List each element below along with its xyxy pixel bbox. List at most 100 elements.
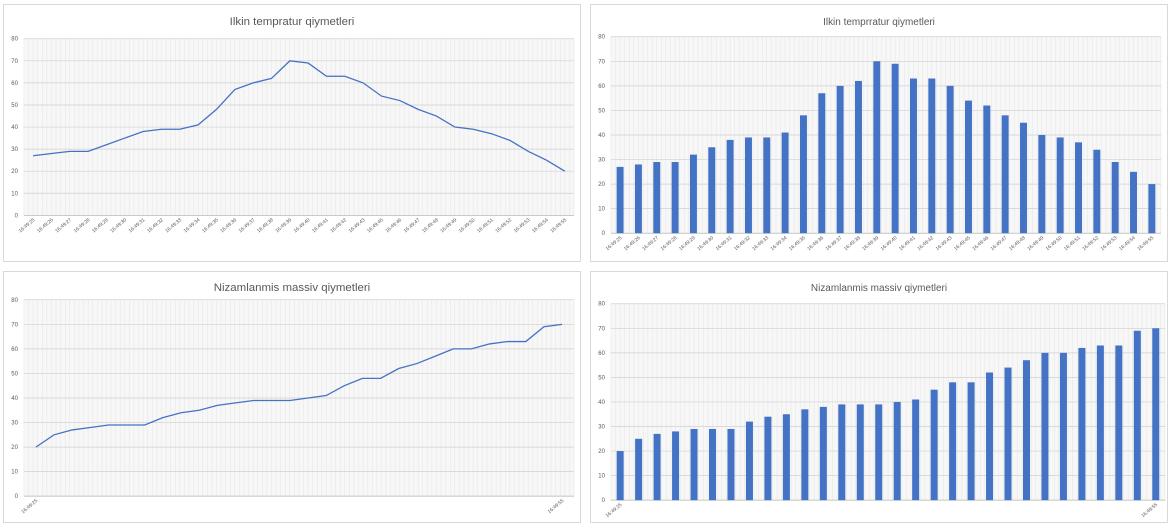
bar bbox=[1038, 134, 1046, 234]
bar bbox=[909, 78, 917, 234]
y-tick-label: 50 bbox=[598, 108, 605, 114]
x-tick-label: 16:49:36 bbox=[806, 235, 825, 252]
y-tick-label: 70 bbox=[598, 326, 605, 332]
x-tick-label: 16:49:50 bbox=[1045, 235, 1064, 252]
y-tick-label: 30 bbox=[598, 158, 605, 164]
y-tick-label: 80 bbox=[11, 298, 18, 304]
x-tick-label: 16:49:32 bbox=[146, 217, 165, 234]
y-tick-label: 0 bbox=[602, 498, 606, 504]
bar bbox=[1075, 142, 1082, 234]
bar bbox=[726, 139, 734, 234]
x-tick-label: 16:49:36 bbox=[219, 217, 238, 234]
bar bbox=[689, 154, 697, 234]
x-tick-label: 16:49:27 bbox=[641, 235, 660, 252]
bar bbox=[744, 137, 752, 234]
bar bbox=[1078, 347, 1086, 501]
series-line bbox=[33, 60, 566, 172]
x-tick-label: 16:49:51 bbox=[1063, 235, 1082, 252]
y-tick-label: 10 bbox=[11, 191, 18, 197]
y-tick-label: 40 bbox=[598, 133, 605, 139]
chart-title: Ilkin tempratur qiymetleri bbox=[230, 16, 355, 28]
y-tick-label: 20 bbox=[11, 169, 18, 175]
chart-title: Nizamlanmis massiv qiymetleri bbox=[214, 282, 370, 294]
bar bbox=[928, 78, 936, 234]
bar bbox=[1152, 328, 1160, 501]
chart-title: Ilkin temprratur qiymetleri bbox=[823, 17, 935, 28]
x-tick-label: 16:49:49 bbox=[439, 217, 458, 234]
chart-nizamlanmis-line: Nizamlanmis massiv qiymetleri 0 10 20 30 40 5… bbox=[11, 282, 575, 515]
y-tick-label: 80 bbox=[598, 35, 605, 41]
bar bbox=[930, 389, 938, 501]
x-tick-label: 16:49:38 bbox=[843, 235, 862, 252]
bar bbox=[1130, 171, 1138, 234]
bar bbox=[1004, 367, 1012, 501]
bar bbox=[616, 166, 624, 234]
y-tick-label: 70 bbox=[11, 59, 18, 65]
x-tick-label: 16:49:38 bbox=[256, 217, 275, 234]
x-tick-label: 16:49:45 bbox=[953, 235, 972, 252]
x-tick-label: 16:49:29 bbox=[91, 217, 110, 234]
bar bbox=[745, 421, 753, 501]
x-tick-label: 16:49:52 bbox=[494, 217, 513, 234]
bar bbox=[965, 100, 972, 234]
bar bbox=[983, 105, 991, 234]
chart-panel-ilkin-line: Ilkin tempratur qiymetleri 0 10 20 30 40 50 60… bbox=[3, 4, 581, 262]
bar bbox=[986, 372, 994, 501]
y-tick-label: 60 bbox=[598, 84, 605, 90]
bar bbox=[799, 115, 807, 234]
x-tick-label: 16:49:35 bbox=[201, 217, 220, 234]
bar bbox=[967, 382, 975, 501]
x-tick-label: 16:49:53 bbox=[513, 217, 532, 234]
y-tick-label: 10 bbox=[11, 470, 18, 476]
bar bbox=[1020, 122, 1027, 234]
chart-ilkin-bar: Ilkin temprratur qiymetleri 0 10 20 30 40 50 6… bbox=[598, 17, 1162, 252]
bar bbox=[912, 399, 920, 501]
y-tick-label: 80 bbox=[598, 302, 605, 308]
x-tick-label: 16:49:33 bbox=[164, 217, 183, 234]
chart-nizamlanmis-bar: Nizamlanmis massiv qiymetleri 0 10 20 30 40 5… bbox=[598, 283, 1166, 519]
bar bbox=[854, 80, 862, 234]
bar bbox=[672, 431, 680, 501]
y-tick-label: 40 bbox=[11, 396, 18, 402]
bar bbox=[1133, 330, 1141, 501]
x-tick-label: 16:49:25 bbox=[18, 217, 37, 234]
bar bbox=[1059, 352, 1067, 501]
bar bbox=[946, 85, 954, 234]
x-tick-label: 16:49:47 bbox=[403, 217, 422, 234]
x-tick-label: 16:49:30 bbox=[696, 235, 715, 252]
bar bbox=[764, 416, 772, 501]
x-tick-label: 16:49:28 bbox=[660, 235, 679, 252]
bar bbox=[1041, 352, 1049, 501]
y-tick-label: 40 bbox=[11, 125, 18, 131]
x-tick-label: 16:49:55 bbox=[549, 217, 568, 234]
bar bbox=[708, 147, 716, 234]
x-tick-label: 16:49:25 bbox=[605, 235, 624, 252]
x-tick-label: 16:49:54 bbox=[1118, 235, 1137, 252]
bar bbox=[763, 137, 771, 234]
y-tick-label: 10 bbox=[598, 474, 605, 480]
bar bbox=[819, 406, 827, 501]
x-tick-label: 16:49:31 bbox=[715, 235, 734, 252]
x-tick-label: 16:49:52 bbox=[1081, 235, 1100, 252]
bar bbox=[1148, 184, 1156, 234]
bar bbox=[709, 428, 717, 501]
y-tick-label: 50 bbox=[11, 371, 18, 377]
x-tick-label: 16:49:51 bbox=[476, 217, 495, 234]
bar bbox=[1093, 149, 1101, 234]
bar bbox=[873, 61, 881, 234]
x-tick-label: 16:49:37 bbox=[825, 235, 844, 252]
y-tick-label: 30 bbox=[11, 147, 18, 153]
x-tick-label: 16:49:43 bbox=[348, 217, 367, 234]
x-tick-label: 16:49:37 bbox=[238, 217, 257, 234]
x-tick-label: 16:49:50 bbox=[458, 217, 477, 234]
bar bbox=[1022, 360, 1030, 501]
x-tick-label: 16:49:41 bbox=[311, 217, 330, 234]
y-tick-label: 70 bbox=[11, 322, 18, 328]
y-tick-label: 30 bbox=[598, 425, 605, 431]
bar bbox=[653, 433, 661, 501]
x-tick-label: 16:49:42 bbox=[916, 235, 935, 252]
x-tick-label: 16:49:26 bbox=[36, 217, 55, 234]
x-tick-label: 16:49:46 bbox=[971, 235, 990, 252]
x-tick-label: 16:49:27 bbox=[54, 217, 73, 234]
bar bbox=[1111, 161, 1119, 234]
